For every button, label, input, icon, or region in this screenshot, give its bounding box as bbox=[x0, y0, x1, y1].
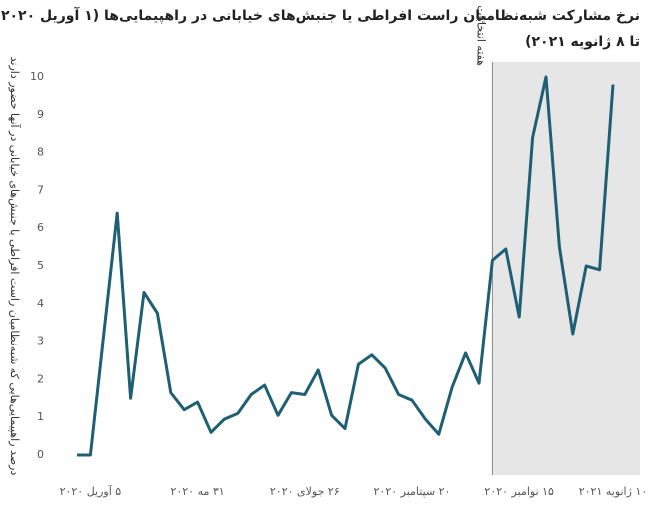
x-tick-label: ۳۱ مه ۲۰۲۰ bbox=[170, 485, 224, 498]
y-tick-label: 2 bbox=[37, 372, 44, 385]
y-tick-label: 5 bbox=[37, 259, 44, 272]
chart-title: نرخ مشارکت شبه‌نظامیان راست افراطی یا جن… bbox=[1, 6, 640, 24]
y-tick-label: 1 bbox=[37, 410, 44, 423]
x-tick-label: ۲۶ جولای ۲۰۲۰ bbox=[270, 485, 340, 498]
y-tick-label: 10 bbox=[30, 70, 44, 83]
y-axis-label: درصد راهپیمایی‌هایی که شبه‌نظامیان راست … bbox=[8, 57, 22, 476]
y-tick-label: 6 bbox=[37, 221, 44, 234]
x-tick-label: ۱۵ نوامبر ۲۰۲۰ bbox=[484, 485, 554, 498]
y-tick-label: 8 bbox=[37, 146, 44, 159]
y-tick-label: 3 bbox=[37, 335, 44, 348]
y-tick-label: 0 bbox=[37, 448, 44, 461]
data-line bbox=[77, 75, 615, 457]
highlight-band bbox=[492, 62, 640, 475]
y-tick-label: 7 bbox=[37, 183, 44, 196]
y-tick-label: 9 bbox=[37, 108, 44, 121]
chart-title: تا ۸ ژانویه ۲۰۲۱) bbox=[525, 34, 640, 50]
x-tick-label: ۲۰ سپتامبر ۲۰۲۰ bbox=[374, 485, 451, 498]
y-tick-label: 4 bbox=[37, 297, 44, 310]
x-tick-label: ۱۰ ژانویه ۲۰۲۱ bbox=[579, 485, 648, 498]
highlight-label: هفته انتخابات bbox=[474, 5, 487, 66]
x-tick-label: ۵ آوریل ۲۰۲۰ bbox=[60, 484, 122, 498]
